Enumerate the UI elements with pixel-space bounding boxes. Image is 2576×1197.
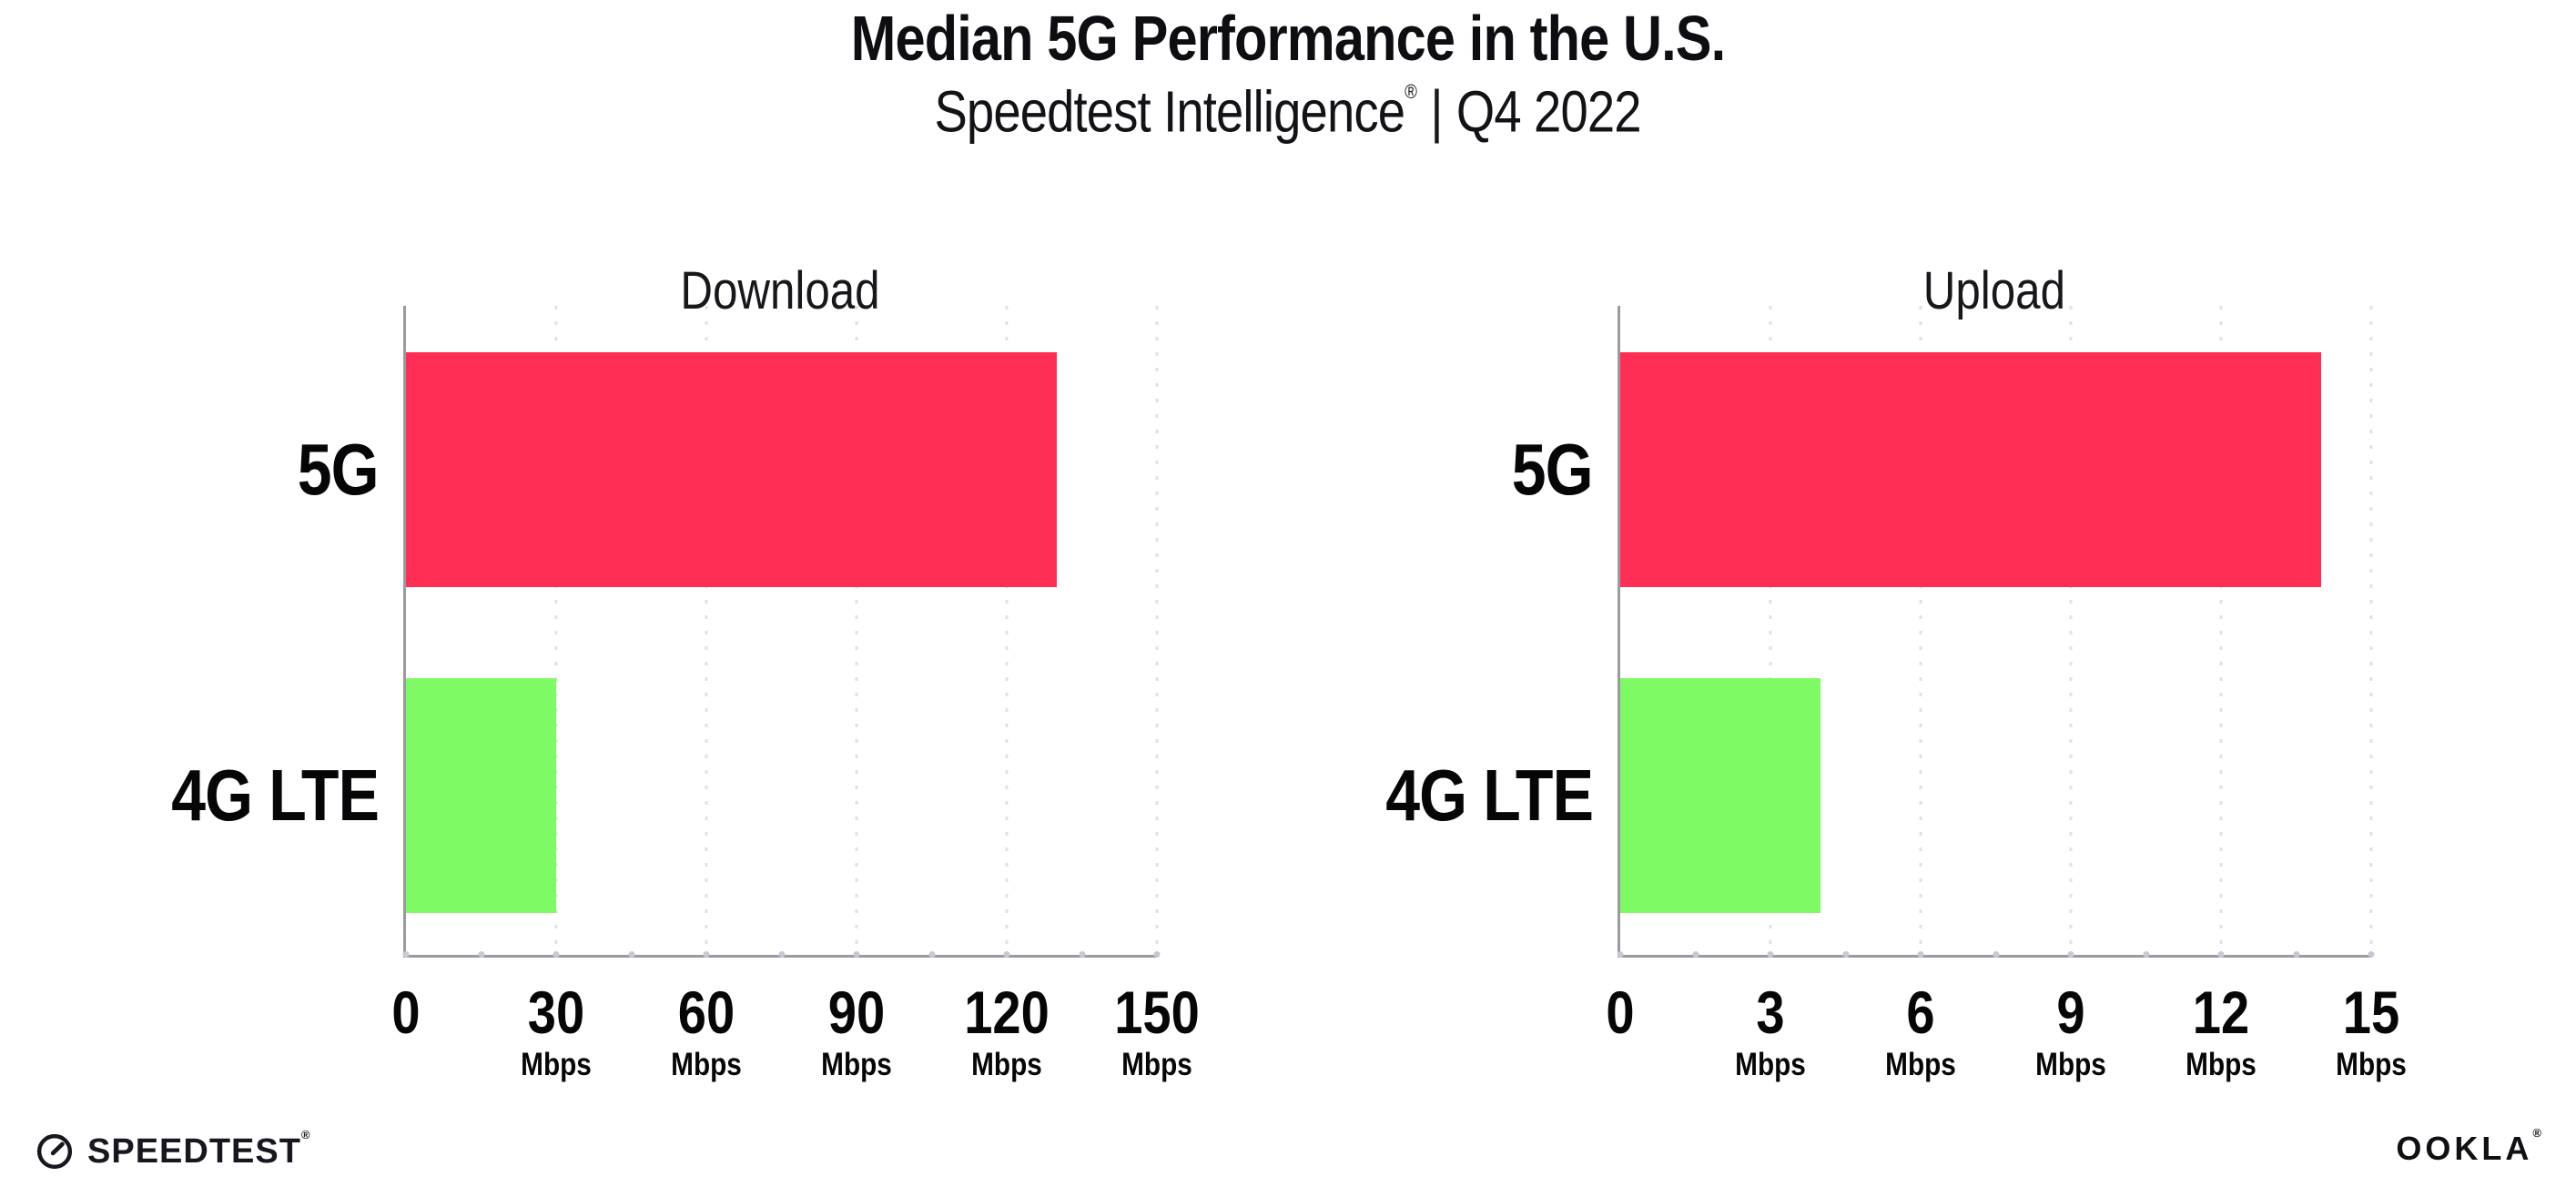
gridline	[554, 306, 558, 955]
gridline	[705, 306, 708, 955]
speedtest-wordmark: SPEEDTEST®	[87, 1127, 311, 1171]
registered-mark-icon: ®	[2532, 1126, 2545, 1140]
axis-tick	[402, 951, 410, 958]
axis-tick	[628, 951, 634, 958]
gridline	[1155, 306, 1159, 955]
chart-title-upload: Upload	[1922, 261, 2066, 321]
upload-gridlines	[1620, 306, 2373, 955]
subtitle-brand: Speedtest Intelligence	[934, 78, 1405, 145]
axis-tick	[1993, 951, 1999, 958]
upload-bar-4g-lte	[1620, 678, 1820, 913]
axis-tick	[2293, 951, 2299, 958]
gridline	[1919, 306, 1922, 955]
registered-mark-icon: ®	[300, 1127, 311, 1141]
axis-tick	[1692, 951, 1699, 958]
tick-label: 90 Mbps	[821, 979, 892, 1082]
download-plot-area: 5G 4G LTE 0 30 Mbps 60 Mbps 90 Mbps 120 Mbps 150 M…	[171, 306, 1200, 1082]
download-x-axis: 0 30 Mbps 60 Mbps 90 Mbps 120 Mbps 150 Mbps	[391, 951, 1200, 1137]
axis-tick	[478, 951, 484, 958]
gridline	[1005, 306, 1009, 955]
page-subtitle: Speedtest Intelligence® | Q4 2022	[0, 75, 2576, 141]
gridline	[855, 306, 858, 955]
upload-plot-area: 5G 4G LTE 0 3 Mbps 6 Mbps 9 Mbps 12 Mbps 15 Mbps	[1385, 306, 2407, 1082]
tick-label: 0	[391, 979, 421, 1046]
download-bar-5g	[406, 352, 1057, 587]
gridline	[2219, 306, 2223, 955]
tick-label: 30 Mbps	[521, 979, 592, 1082]
download-gridlines	[406, 306, 1159, 955]
upload-x-axis: 0 3 Mbps 6 Mbps 9 Mbps 12 Mbps 15 Mbps	[1606, 951, 2407, 1137]
ookla-logo: OOKLA®	[2396, 1126, 2545, 1167]
axis-tick	[778, 951, 785, 958]
tick-label: 12 Mbps	[2186, 979, 2257, 1082]
speedtest-logo: SPEEDTEST®	[35, 1127, 311, 1172]
tick-label: 15 Mbps	[2336, 979, 2407, 1082]
tick-label: 3 Mbps	[1735, 979, 1806, 1082]
download-bar-4g-lte	[406, 678, 556, 913]
tick-label: 150 Mbps	[1114, 979, 1200, 1082]
axis-tick	[1842, 951, 1849, 958]
category-label-4g-lte: 4G LTE	[1385, 755, 1594, 836]
registered-mark-icon: ®	[1405, 80, 1418, 103]
page-title: Median 5G Performance in the U.S.	[0, 5, 2576, 71]
chart-title-download: Download	[680, 261, 880, 321]
page-title-text: Median 5G Performance in the U.S.	[850, 3, 1726, 74]
axis-tick	[1617, 951, 1624, 958]
gridline	[1769, 306, 1772, 955]
tick-label: 6 Mbps	[1885, 979, 1956, 1082]
category-label-5g: 5G	[1511, 429, 1594, 510]
subtitle-divider: |	[1430, 78, 1444, 145]
ookla-k-glyph: K	[2454, 1130, 2482, 1167]
axis-tick	[2143, 951, 2149, 958]
category-label-4g-lte: 4G LTE	[171, 755, 380, 836]
tick-label: 9 Mbps	[2035, 979, 2106, 1082]
speedtest-gauge-icon	[36, 1133, 73, 1170]
gridline	[2369, 306, 2373, 955]
upload-bar-5g	[1620, 352, 2321, 587]
gridline	[2069, 306, 2073, 955]
tick-label: 120 Mbps	[964, 979, 1050, 1082]
subtitle-period: Q4 2022	[1456, 78, 1642, 145]
axis-tick	[1079, 951, 1085, 958]
axis-tick	[928, 951, 935, 958]
header: Median 5G Performance in the U.S. Speedt…	[0, 5, 2576, 141]
category-label-5g: 5G	[297, 429, 380, 510]
tick-label: 60 Mbps	[671, 979, 742, 1082]
tick-label: 0	[1606, 979, 1635, 1046]
